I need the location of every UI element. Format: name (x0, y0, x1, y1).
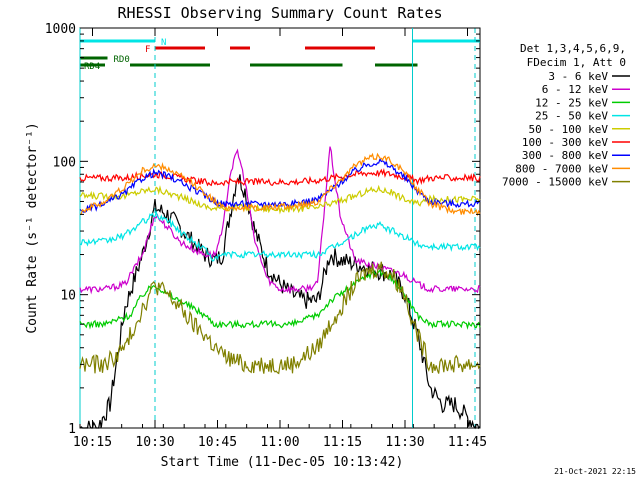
series-line-7000-15000-kev (79, 261, 481, 375)
legend-label-3-6-kev: 3 - 6 keV (548, 70, 608, 83)
series-line-12-25-kev (79, 268, 481, 330)
legend-header-line-2: FDecim 1, Att 0 (527, 56, 626, 69)
x-tick-label-0: 10:15 (73, 435, 112, 450)
legend-label-100-300-kev: 100 - 300 keV (522, 136, 608, 149)
flag-label-rd0: RD0 (114, 55, 130, 65)
flag-bars: N F RD0 RD4 (80, 38, 480, 72)
series-line-100-300-kev (79, 168, 481, 187)
x-tick-label-5: 11:30 (385, 435, 424, 450)
series-line-3-6-kev (79, 174, 481, 430)
y-axis-label: Count Rate (s⁻¹ detector⁻¹) (25, 122, 40, 333)
series-line-300-800-kev (79, 157, 481, 213)
x-tick-label-6: 11:45 (448, 435, 487, 450)
series-line-25-50-kev (79, 209, 481, 262)
footer-date: 21-Oct-2021 22:15 (554, 467, 636, 476)
legend-label-12-25-kev: 12 - 25 keV (535, 96, 608, 109)
legend-label-6-12-kev: 6 - 12 keV (542, 83, 609, 96)
legend-label-7000-15000-kev: 7000 - 15000 keV (502, 176, 608, 189)
y-axis-ticks: 1 10 100 1000 (45, 22, 480, 437)
y-tick-label-3: 1000 (45, 22, 76, 37)
legend-header-line-1: Det 1,3,4,5,6,9, (520, 42, 626, 55)
y-tick-label-1: 10 (60, 289, 76, 304)
x-axis-ticks: 10:15 10:30 10:45 11:00 11:15 11:30 11:45 (73, 28, 487, 450)
legend-label-300-800-kev: 300 - 800 keV (522, 149, 608, 162)
x-tick-label-4: 11:15 (323, 435, 362, 450)
flag-label-f: F (145, 45, 150, 55)
legend: Det 1,3,4,5,6,9, FDecim 1, Att 0 3 - 6 k… (502, 42, 630, 189)
chart-title: RHESSI Observing Summary Count Rates (117, 4, 442, 22)
x-tick-label-2: 10:45 (198, 435, 237, 450)
legend-label-50-100-kev: 50 - 100 keV (529, 123, 609, 136)
x-axis-label: Start Time (11-Dec-05 10:13:42) (161, 455, 404, 470)
y-tick-label-0: 1 (68, 422, 76, 437)
legend-label-25-50-kev: 25 - 50 keV (535, 110, 608, 123)
legend-label-800-7000-kev: 800 - 7000 keV (515, 162, 608, 175)
series-line-50-100-kev (79, 184, 481, 215)
x-tick-label-3: 11:00 (260, 435, 299, 450)
vertical-markers (79, 28, 476, 428)
series-lines (79, 146, 481, 430)
flag-label-n: N (161, 38, 166, 48)
x-tick-label-1: 10:30 (135, 435, 174, 450)
y-tick-label-2: 100 (53, 155, 76, 170)
series-line-6-12-kev (79, 146, 481, 295)
flag-label-rd4: RD4 (84, 62, 100, 72)
series-line-800-7000-kev (79, 152, 481, 217)
